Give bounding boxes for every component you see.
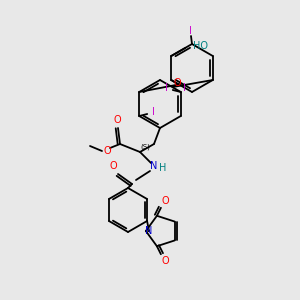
Text: I: I — [152, 107, 155, 117]
Text: O: O — [109, 161, 117, 171]
Text: O: O — [113, 115, 121, 125]
Text: N: N — [146, 226, 153, 236]
Text: H: H — [159, 163, 167, 173]
Text: HO: HO — [193, 41, 208, 51]
Text: O: O — [161, 256, 169, 266]
Text: I: I — [165, 83, 168, 93]
Text: (S): (S) — [140, 144, 150, 150]
Text: O: O — [173, 78, 181, 88]
Text: I: I — [183, 83, 186, 93]
Text: O: O — [161, 196, 169, 206]
Text: N: N — [150, 161, 158, 171]
Text: I: I — [189, 26, 191, 36]
Text: O: O — [103, 146, 111, 156]
